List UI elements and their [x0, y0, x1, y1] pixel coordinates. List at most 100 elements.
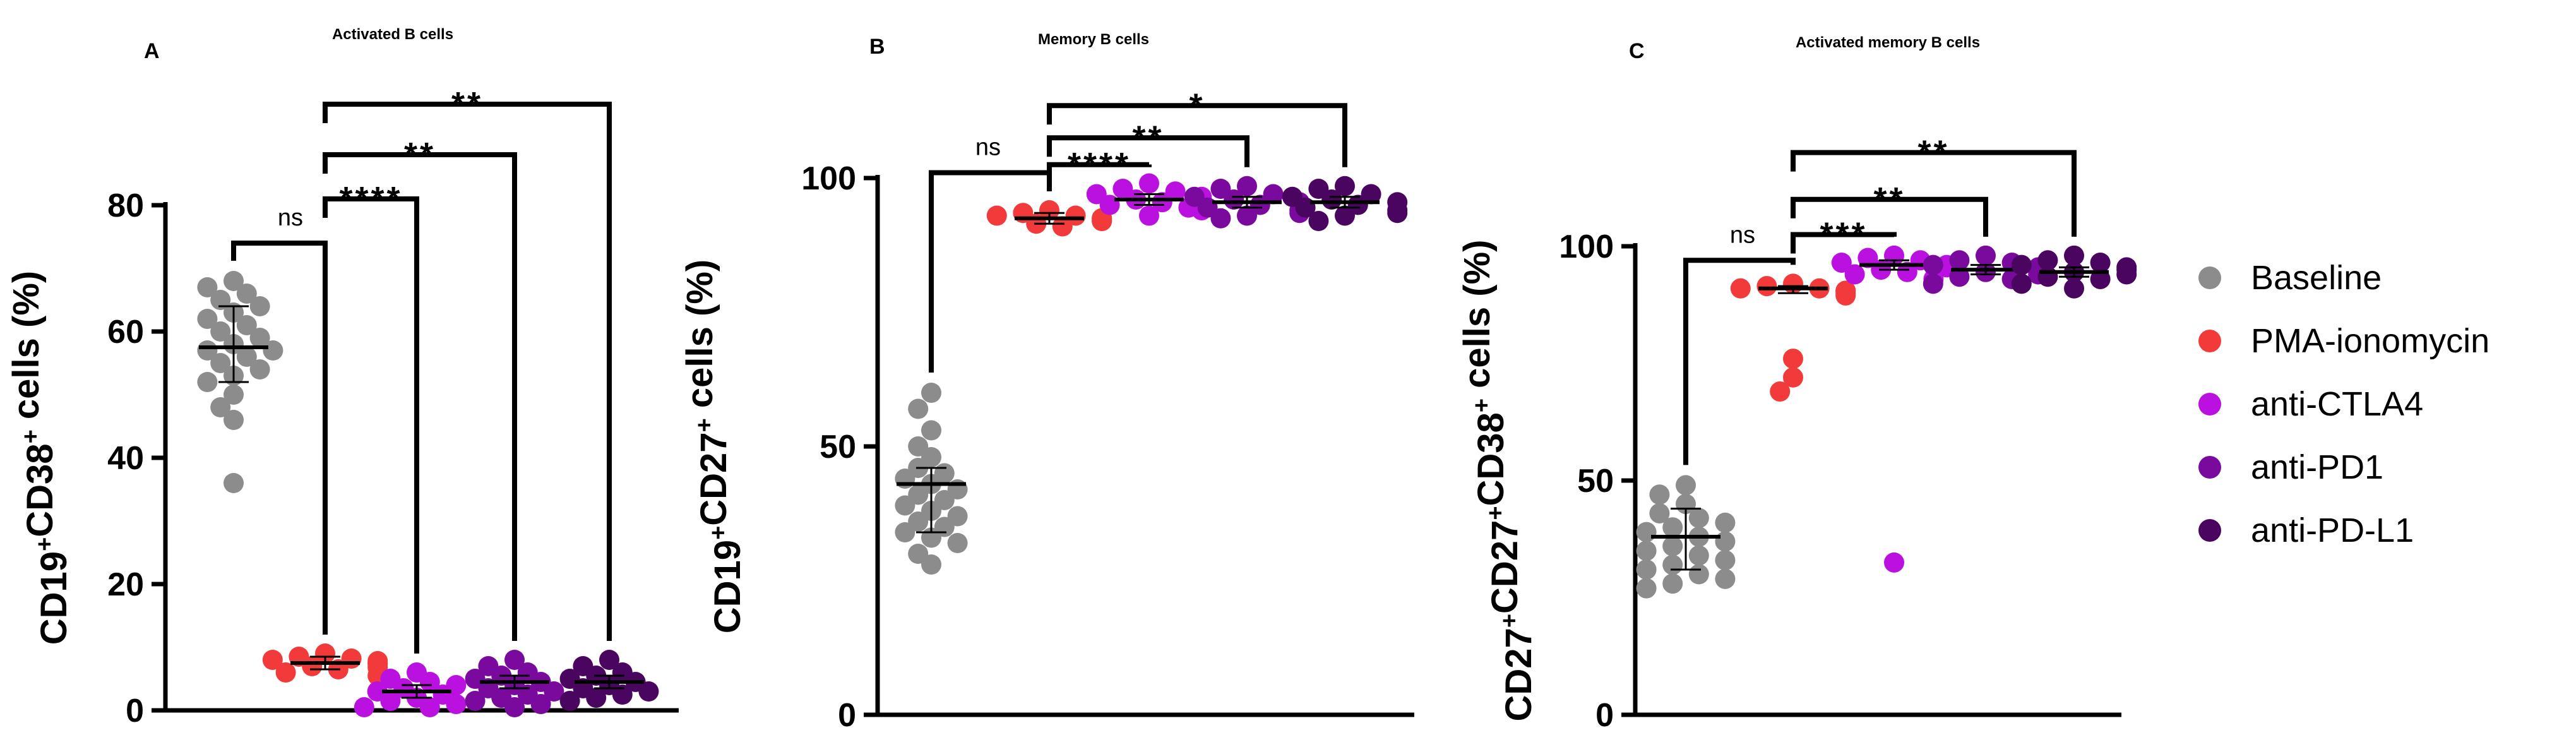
data-point: [1688, 545, 1709, 566]
y-tick-label: 50: [1577, 463, 1614, 499]
significance-label: **: [1917, 134, 1949, 172]
data-point: [1662, 554, 1683, 575]
data-point: [249, 328, 270, 348]
significance-bracket: ns: [1683, 222, 1796, 465]
data-point: [1976, 245, 1996, 266]
bracket-line: [323, 152, 517, 641]
series-anti-ctla4: [354, 662, 467, 717]
data-point: [236, 315, 257, 335]
data-point: [2090, 268, 2111, 289]
legend-entry: anti-CTLA4: [2198, 385, 2423, 423]
data-point: [446, 694, 467, 714]
significance-bracket: **: [323, 136, 517, 641]
data-point: [1662, 535, 1683, 556]
chart-panel-c: C Activated memory B cells 0 50 100 CD27+CD27…: [1457, 34, 2137, 734]
significance-label: **: [1873, 181, 1905, 218]
data-point: [2064, 245, 2084, 266]
significance-label: **: [1132, 119, 1164, 157]
bracket-line: [1047, 103, 1347, 167]
data-point: [895, 522, 915, 542]
series-anti-pd-l1: [1282, 176, 1408, 231]
data-point: [236, 284, 257, 304]
data-point: [1308, 211, 1329, 231]
data-point: [504, 697, 525, 717]
series-pma-ionomycin: [262, 643, 388, 686]
y-axis-label: CD27+CD27+CD38+ cells (%): [1457, 240, 1539, 722]
significance-label: *: [1189, 87, 1205, 124]
series-pma-ionomycin: [986, 200, 1112, 237]
bracket-line: [929, 170, 1052, 373]
legend-label: anti-PD1: [2251, 448, 2383, 486]
data-point: [544, 681, 564, 702]
bracket-line: [323, 102, 612, 641]
data-point: [1649, 484, 1670, 505]
chart-panel-a: A Activated B cells 0 20 40 60 80 CD19+CD38+ ce…: [6, 26, 679, 729]
data-point: [1923, 254, 1943, 275]
series-anti-pd-l1: [559, 650, 659, 711]
significance-bracket: **: [1047, 119, 1249, 167]
data-point: [947, 533, 968, 553]
legend-label: Baseline: [2251, 259, 2382, 297]
legend-marker: [2198, 393, 2221, 415]
bracket-line: [231, 241, 328, 635]
data-point: [599, 650, 619, 670]
y-tick-label: 80: [107, 188, 144, 224]
bracket-line: [1791, 196, 1988, 237]
data-point: [465, 691, 486, 711]
data-point: [2064, 278, 2084, 299]
panel-letter: A: [144, 39, 160, 63]
bracket-line: [1047, 135, 1249, 167]
data-point: [1756, 276, 1777, 297]
significance-label: ****: [1068, 146, 1131, 184]
significance-bracket: ****: [323, 180, 419, 654]
data-point: [1715, 550, 1736, 571]
data-point: [1636, 578, 1657, 599]
data-point: [380, 691, 401, 711]
data-point: [895, 495, 915, 516]
panel-letter: C: [1629, 39, 1645, 63]
y-tick-label: 100: [801, 160, 856, 197]
data-point: [1224, 189, 1244, 210]
data-point: [2116, 264, 2137, 285]
data-point: [419, 672, 440, 692]
data-point: [1831, 252, 1852, 273]
data-point: [1139, 205, 1159, 226]
data-point: [921, 554, 941, 575]
legend-entry: anti-PD1: [2198, 448, 2383, 486]
data-point: [1715, 568, 1736, 589]
data-point: [559, 691, 580, 711]
legend-label: anti-CTLA4: [2251, 385, 2423, 423]
data-point: [1052, 216, 1073, 237]
data-point: [1897, 261, 1917, 282]
data-point: [1949, 250, 1970, 271]
y-tick-label: 40: [107, 440, 144, 477]
significance-label: ***: [1820, 215, 1867, 253]
legend: Baseline PMA-ionomycin anti-CTLA4 anti-PD1 a…: [2198, 259, 2490, 549]
data-point: [224, 473, 244, 493]
y-axis-label: CD19+CD27+ cells (%): [679, 260, 748, 633]
data-point: [1676, 475, 1696, 496]
data-point: [2037, 250, 2058, 271]
data-point: [224, 385, 244, 405]
data-point: [1636, 559, 1657, 580]
data-point: [249, 359, 270, 379]
bracket-line: [323, 196, 419, 654]
significance-bracket: **: [1791, 181, 1988, 237]
data-point: [275, 662, 296, 683]
data-point: [249, 296, 270, 316]
legend-label: PMA-ionomycin: [2251, 322, 2490, 360]
data-point: [2011, 273, 2032, 294]
data-point: [1321, 189, 1342, 210]
data-point: [210, 321, 231, 342]
series-baseline: [1636, 475, 1736, 599]
series-baseline: [197, 271, 283, 493]
data-point: [1237, 176, 1257, 196]
data-point: [1783, 349, 1803, 369]
data-point: [530, 694, 551, 714]
data-point: [986, 205, 1007, 226]
legend-entry: PMA-ionomycin: [2198, 322, 2490, 360]
y-axis-label: CD19+CD38+ cells (%): [6, 271, 75, 645]
bracket-line: [1791, 150, 2077, 237]
data-point: [1770, 381, 1791, 402]
